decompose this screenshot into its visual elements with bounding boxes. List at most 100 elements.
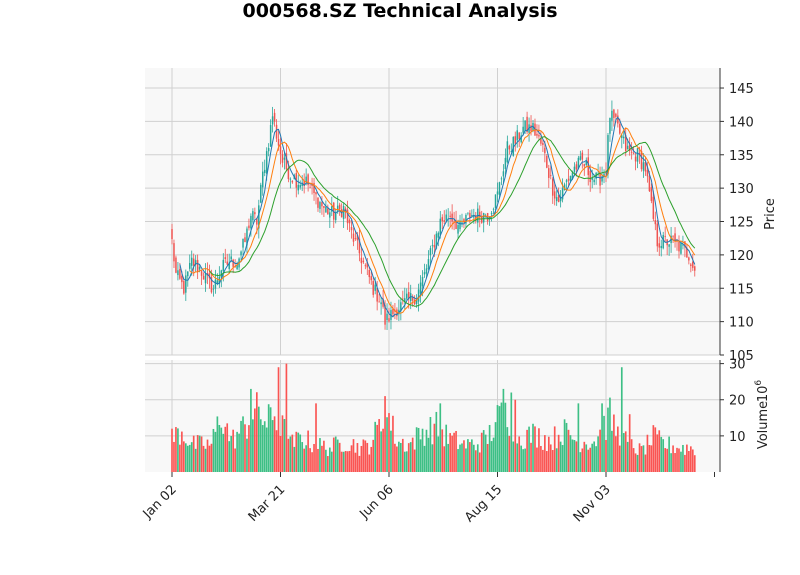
candle-body: [484, 216, 487, 218]
volume-bar: [415, 427, 418, 472]
candle-body: [621, 135, 623, 138]
volume-bar: [330, 451, 333, 472]
candle-body: [224, 257, 227, 259]
volume-bar: [599, 429, 601, 472]
volume-bar: [181, 431, 183, 472]
candle-body: [289, 178, 292, 180]
volume-bar: [267, 404, 270, 472]
candle-body: [632, 153, 635, 155]
volume-bar: [474, 450, 477, 472]
volume-bar: [530, 442, 532, 472]
volume-bar: [186, 445, 189, 472]
candle-body: [530, 125, 532, 132]
volume-bar: [670, 453, 672, 472]
candle-body: [406, 293, 408, 299]
candle-body: [492, 208, 495, 210]
candle-body: [480, 216, 483, 223]
candle-body: [248, 225, 250, 229]
volume-bar: [492, 437, 495, 472]
candle-body: [267, 147, 270, 152]
candle-body: [380, 302, 382, 305]
volume-bar: [583, 441, 586, 472]
volume-bar: [252, 419, 254, 472]
candle-body: [423, 272, 426, 275]
candle-body: [263, 169, 266, 173]
volume-bar: [642, 445, 645, 472]
candle-body: [382, 298, 384, 307]
volume-bar: [177, 428, 179, 472]
volume-bar: [536, 447, 538, 472]
volume-bar: [317, 448, 319, 472]
candle-body: [411, 297, 414, 301]
candle-body: [690, 264, 692, 266]
volume-bar: [265, 427, 268, 472]
candle-body: [283, 157, 286, 160]
candle-body: [198, 266, 201, 270]
volume-bar: [285, 363, 288, 472]
volume-bar: [309, 448, 311, 472]
candle-body: [451, 213, 453, 222]
volume-bar: [555, 448, 558, 472]
volume-bar: [494, 422, 497, 472]
candle-body: [506, 141, 509, 163]
candle-body: [435, 233, 438, 249]
candle-body: [682, 244, 684, 246]
volume-bar: [208, 445, 211, 472]
volume-bar: [403, 451, 406, 472]
candle-body: [482, 213, 485, 223]
x-tick-label: Aug 15: [462, 482, 505, 525]
volume-bar: [615, 436, 617, 472]
candle-body: [626, 145, 629, 150]
candle-body: [181, 275, 183, 283]
candle-body: [271, 116, 274, 125]
volume-bar: [370, 446, 373, 472]
volume-bar: [311, 452, 313, 472]
volume-bar: [553, 426, 556, 472]
price-tick-label: 115: [729, 282, 754, 297]
volume-bar: [688, 450, 690, 472]
candle-body: [273, 112, 276, 122]
volume-bar: [328, 447, 331, 472]
candle-body: [269, 125, 272, 147]
candle-body: [589, 170, 591, 183]
candle-body: [538, 135, 540, 137]
candle-body: [583, 164, 586, 167]
volume-bar: [277, 367, 280, 472]
volume-bar: [390, 430, 392, 472]
volume-bar: [291, 434, 294, 472]
candle-body: [362, 260, 365, 263]
volume-bar: [234, 448, 236, 472]
candle-body: [630, 151, 633, 153]
volume-bar: [455, 430, 457, 472]
volume-bar: [360, 445, 363, 472]
volume-bar: [183, 441, 185, 472]
candle-body: [567, 178, 570, 181]
candle-body: [431, 245, 434, 247]
candle-body: [433, 244, 436, 248]
volume-bar: [354, 452, 357, 472]
candle-body: [490, 212, 493, 215]
volume-bar: [557, 434, 560, 472]
price-panel-bg: [145, 68, 720, 355]
volume-bar: [589, 447, 592, 472]
candle-body: [421, 276, 424, 287]
volume-bar: [534, 426, 536, 472]
volume-bar: [342, 451, 345, 472]
volume-bar: [449, 433, 451, 472]
volume-bar: [656, 434, 659, 472]
volume-bar: [313, 443, 315, 472]
candle-body: [189, 262, 191, 269]
volume-bar: [459, 444, 461, 472]
volume-bar: [498, 406, 501, 472]
volume-bar: [573, 440, 576, 472]
candle-body: [609, 118, 611, 134]
candle-body: [573, 166, 576, 173]
candle-body: [190, 257, 193, 266]
candle-body: [455, 220, 457, 229]
candle-body: [204, 273, 207, 284]
candle-body: [634, 156, 637, 162]
candle-body: [228, 262, 230, 269]
candle-body: [686, 247, 688, 258]
candle-body: [350, 226, 353, 231]
candle-body: [437, 232, 440, 238]
